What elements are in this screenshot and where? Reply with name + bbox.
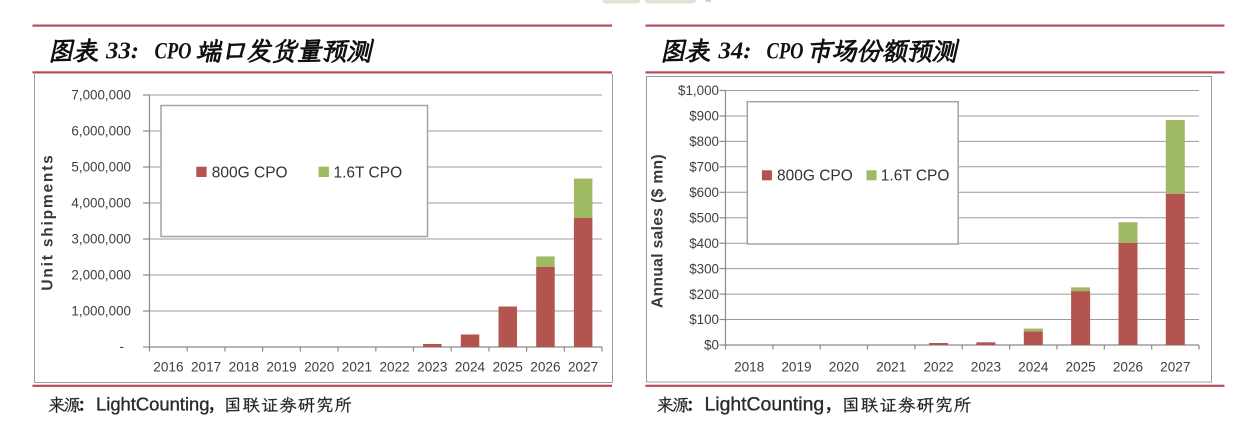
svg-text:$800: $800 <box>689 134 719 149</box>
svg-text:Unit shipments: Unit shipments <box>40 153 57 290</box>
svg-text:LightCounting: LightCounting <box>96 394 210 415</box>
svg-text:2027: 2027 <box>568 360 598 375</box>
svg-text:-: - <box>120 339 124 354</box>
svg-text:2021: 2021 <box>342 360 372 375</box>
svg-text:2024: 2024 <box>455 360 486 375</box>
svg-text:800G CPO: 800G CPO <box>212 164 288 181</box>
svg-text:2019: 2019 <box>781 360 811 375</box>
svg-text:$500: $500 <box>689 210 719 225</box>
svg-text:1.6T CPO: 1.6T CPO <box>881 167 950 184</box>
svg-text:2020: 2020 <box>304 360 335 375</box>
svg-text:$400: $400 <box>689 236 719 251</box>
svg-text:Annual sales ($ mn): Annual sales ($ mn) <box>650 154 667 308</box>
svg-text:33:: 33: <box>105 39 139 65</box>
svg-text:2025: 2025 <box>1065 360 1095 375</box>
svg-text:2022: 2022 <box>379 360 409 375</box>
svg-text:2020: 2020 <box>829 360 860 375</box>
svg-text:1.6T CPO: 1.6T CPO <box>334 164 403 181</box>
svg-text:$300: $300 <box>689 261 719 276</box>
svg-text:7,000,000: 7,000,000 <box>71 88 131 103</box>
svg-text:$700: $700 <box>689 160 719 175</box>
svg-text:2,000,000: 2,000,000 <box>71 268 131 283</box>
svg-text:2023: 2023 <box>971 360 1001 375</box>
svg-text:$100: $100 <box>689 312 719 327</box>
svg-text:$900: $900 <box>689 109 719 124</box>
svg-text:3,000,000: 3,000,000 <box>71 232 131 247</box>
svg-text:CPO: CPO <box>767 39 804 65</box>
svg-text:2018: 2018 <box>734 360 764 375</box>
svg-text:LightCounting: LightCounting <box>705 394 825 416</box>
svg-text:2021: 2021 <box>876 360 906 375</box>
svg-text:34:: 34: <box>717 39 751 65</box>
svg-text:2019: 2019 <box>266 360 296 375</box>
svg-text:800G CPO: 800G CPO <box>777 167 853 184</box>
svg-text:2026: 2026 <box>1113 360 1143 375</box>
svg-text:$600: $600 <box>689 185 719 200</box>
svg-text:2024: 2024 <box>1018 360 1049 375</box>
svg-text:$200: $200 <box>689 287 719 302</box>
svg-text:2026: 2026 <box>530 360 560 375</box>
svg-text:2022: 2022 <box>923 360 953 375</box>
svg-text:CPO: CPO <box>155 39 192 65</box>
svg-text:2016: 2016 <box>153 360 183 375</box>
svg-text:2017: 2017 <box>191 360 221 375</box>
svg-text:2025: 2025 <box>493 360 523 375</box>
svg-text:5,000,000: 5,000,000 <box>71 160 131 175</box>
svg-text:1,000,000: 1,000,000 <box>71 304 131 319</box>
svg-text:2018: 2018 <box>229 360 259 375</box>
svg-text:2027: 2027 <box>1160 360 1190 375</box>
svg-text:2023: 2023 <box>417 360 447 375</box>
svg-text:$0: $0 <box>704 338 719 353</box>
svg-text:$1,000: $1,000 <box>678 83 719 98</box>
svg-text:6,000,000: 6,000,000 <box>71 124 131 139</box>
svg-text:4,000,000: 4,000,000 <box>71 196 131 211</box>
